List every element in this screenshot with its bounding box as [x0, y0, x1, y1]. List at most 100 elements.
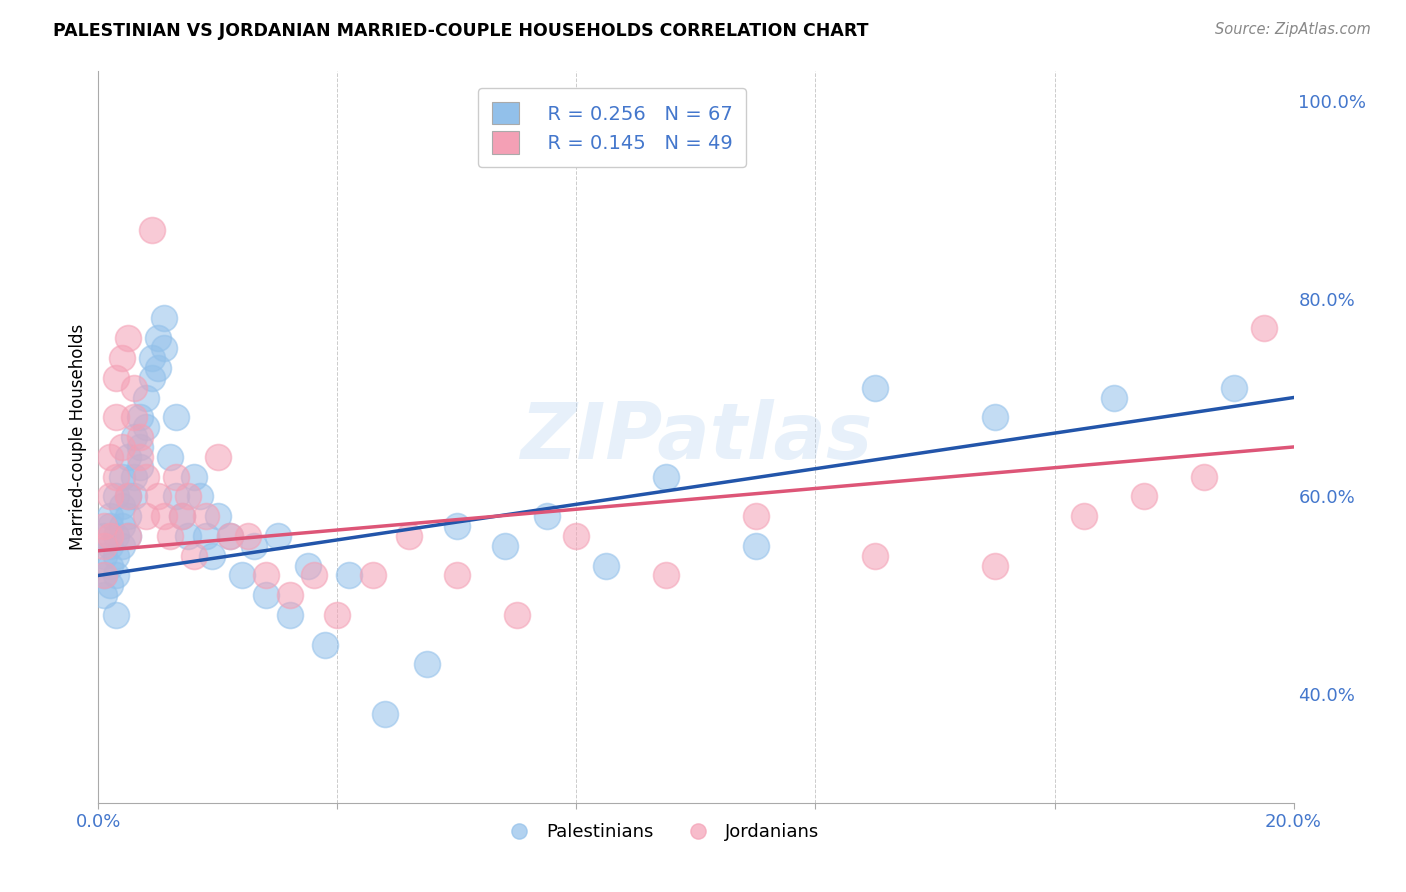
Point — [129, 450, 152, 464]
Point — [153, 341, 176, 355]
Point — [446, 568, 468, 582]
Point — [1104, 391, 1126, 405]
Point — [117, 331, 139, 345]
Point — [105, 469, 128, 483]
Point — [207, 450, 229, 464]
Point — [984, 410, 1007, 425]
Point — [98, 450, 122, 464]
Legend: Palestinians, Jordanians: Palestinians, Jordanians — [494, 816, 827, 848]
Point — [129, 410, 152, 425]
Point — [124, 410, 146, 425]
Point — [129, 430, 152, 444]
Point — [1253, 321, 1275, 335]
Point — [117, 489, 139, 503]
Point — [98, 489, 122, 503]
Point — [339, 568, 361, 582]
Point — [98, 539, 122, 553]
Point — [231, 568, 253, 582]
Point — [165, 410, 187, 425]
Point — [93, 519, 115, 533]
Point — [745, 509, 768, 524]
Point — [93, 549, 115, 563]
Point — [105, 549, 128, 563]
Point — [148, 489, 170, 503]
Point — [374, 706, 396, 721]
Point — [219, 529, 242, 543]
Point — [398, 529, 420, 543]
Point — [326, 607, 349, 622]
Point — [172, 509, 194, 524]
Point — [297, 558, 319, 573]
Point — [1192, 469, 1215, 483]
Point — [1133, 489, 1156, 503]
Point — [98, 558, 122, 573]
Point — [117, 529, 139, 543]
Point — [188, 489, 211, 503]
Point — [172, 509, 194, 524]
Point — [135, 420, 157, 434]
Point — [506, 607, 529, 622]
Point — [124, 489, 146, 503]
Point — [195, 529, 218, 543]
Point — [135, 469, 157, 483]
Point — [148, 331, 170, 345]
Point — [207, 509, 229, 524]
Point — [254, 568, 277, 582]
Point — [1073, 509, 1095, 524]
Point — [117, 529, 139, 543]
Point — [98, 529, 122, 543]
Point — [111, 440, 134, 454]
Point — [153, 509, 176, 524]
Point — [111, 519, 134, 533]
Point — [159, 529, 181, 543]
Point — [195, 509, 218, 524]
Point — [201, 549, 224, 563]
Point — [302, 568, 325, 582]
Point — [655, 469, 678, 483]
Point — [165, 489, 187, 503]
Point — [183, 469, 205, 483]
Point — [105, 410, 128, 425]
Point — [153, 311, 176, 326]
Point — [141, 351, 163, 365]
Point — [267, 529, 290, 543]
Point — [117, 509, 139, 524]
Point — [865, 381, 887, 395]
Point — [117, 489, 139, 503]
Point — [93, 588, 115, 602]
Point — [135, 391, 157, 405]
Point — [129, 459, 152, 474]
Point — [655, 568, 678, 582]
Point — [124, 381, 146, 395]
Point — [105, 529, 128, 543]
Point — [984, 558, 1007, 573]
Point — [254, 588, 277, 602]
Point — [141, 371, 163, 385]
Point — [111, 469, 134, 483]
Point — [93, 529, 115, 543]
Point — [177, 489, 200, 503]
Point — [236, 529, 259, 543]
Text: Source: ZipAtlas.com: Source: ZipAtlas.com — [1215, 22, 1371, 37]
Point — [159, 450, 181, 464]
Point — [93, 568, 115, 582]
Point — [1223, 381, 1246, 395]
Point — [165, 469, 187, 483]
Point — [98, 519, 122, 533]
Point — [111, 539, 134, 553]
Point — [315, 638, 337, 652]
Point — [595, 558, 617, 573]
Point — [129, 440, 152, 454]
Point — [183, 549, 205, 563]
Point — [536, 509, 558, 524]
Point — [93, 568, 115, 582]
Point — [494, 539, 516, 553]
Point — [124, 430, 146, 444]
Point — [177, 529, 200, 543]
Point — [243, 539, 266, 553]
Point — [105, 489, 128, 503]
Point — [135, 509, 157, 524]
Point — [141, 222, 163, 236]
Point — [446, 519, 468, 533]
Point — [363, 568, 385, 582]
